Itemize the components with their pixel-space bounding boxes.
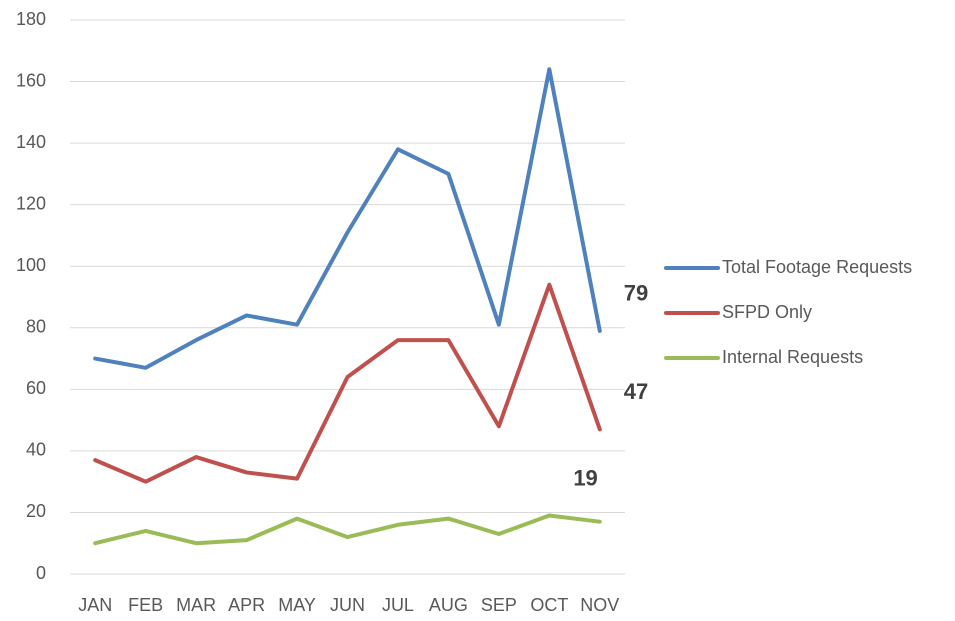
series-line — [93, 282, 602, 484]
y-tick-label: 60 — [26, 378, 46, 398]
x-tick-label: MAY — [278, 595, 316, 615]
data-label: 79 — [624, 281, 648, 306]
x-tick-label: JAN — [78, 595, 112, 615]
legend-label: Total Footage Requests — [722, 257, 912, 277]
x-tick-label: FEB — [128, 595, 163, 615]
y-tick-label: 140 — [16, 132, 46, 152]
x-tick-label: APR — [228, 595, 265, 615]
y-tick-label: 40 — [26, 440, 46, 460]
y-tick-label: 160 — [16, 70, 46, 90]
y-tick-label: 100 — [16, 255, 46, 275]
x-tick-label: SEP — [481, 595, 517, 615]
legend-label: Internal Requests — [722, 347, 863, 367]
data-label: 19 — [573, 465, 597, 490]
y-tick-label: 120 — [16, 193, 46, 213]
data-label: 47 — [624, 379, 648, 404]
x-tick-label: NOV — [580, 595, 619, 615]
series-line — [93, 513, 602, 546]
legend-label: SFPD Only — [722, 302, 812, 322]
y-tick-label: 0 — [36, 563, 46, 583]
series-line — [93, 67, 602, 370]
x-tick-label: JUN — [330, 595, 365, 615]
y-tick-label: 20 — [26, 501, 46, 521]
x-tick-label: MAR — [176, 595, 216, 615]
x-tick-label: OCT — [530, 595, 568, 615]
x-tick-label: JUL — [382, 595, 414, 615]
x-tick-label: AUG — [429, 595, 468, 615]
y-tick-label: 80 — [26, 317, 46, 337]
y-tick-label: 180 — [16, 9, 46, 29]
